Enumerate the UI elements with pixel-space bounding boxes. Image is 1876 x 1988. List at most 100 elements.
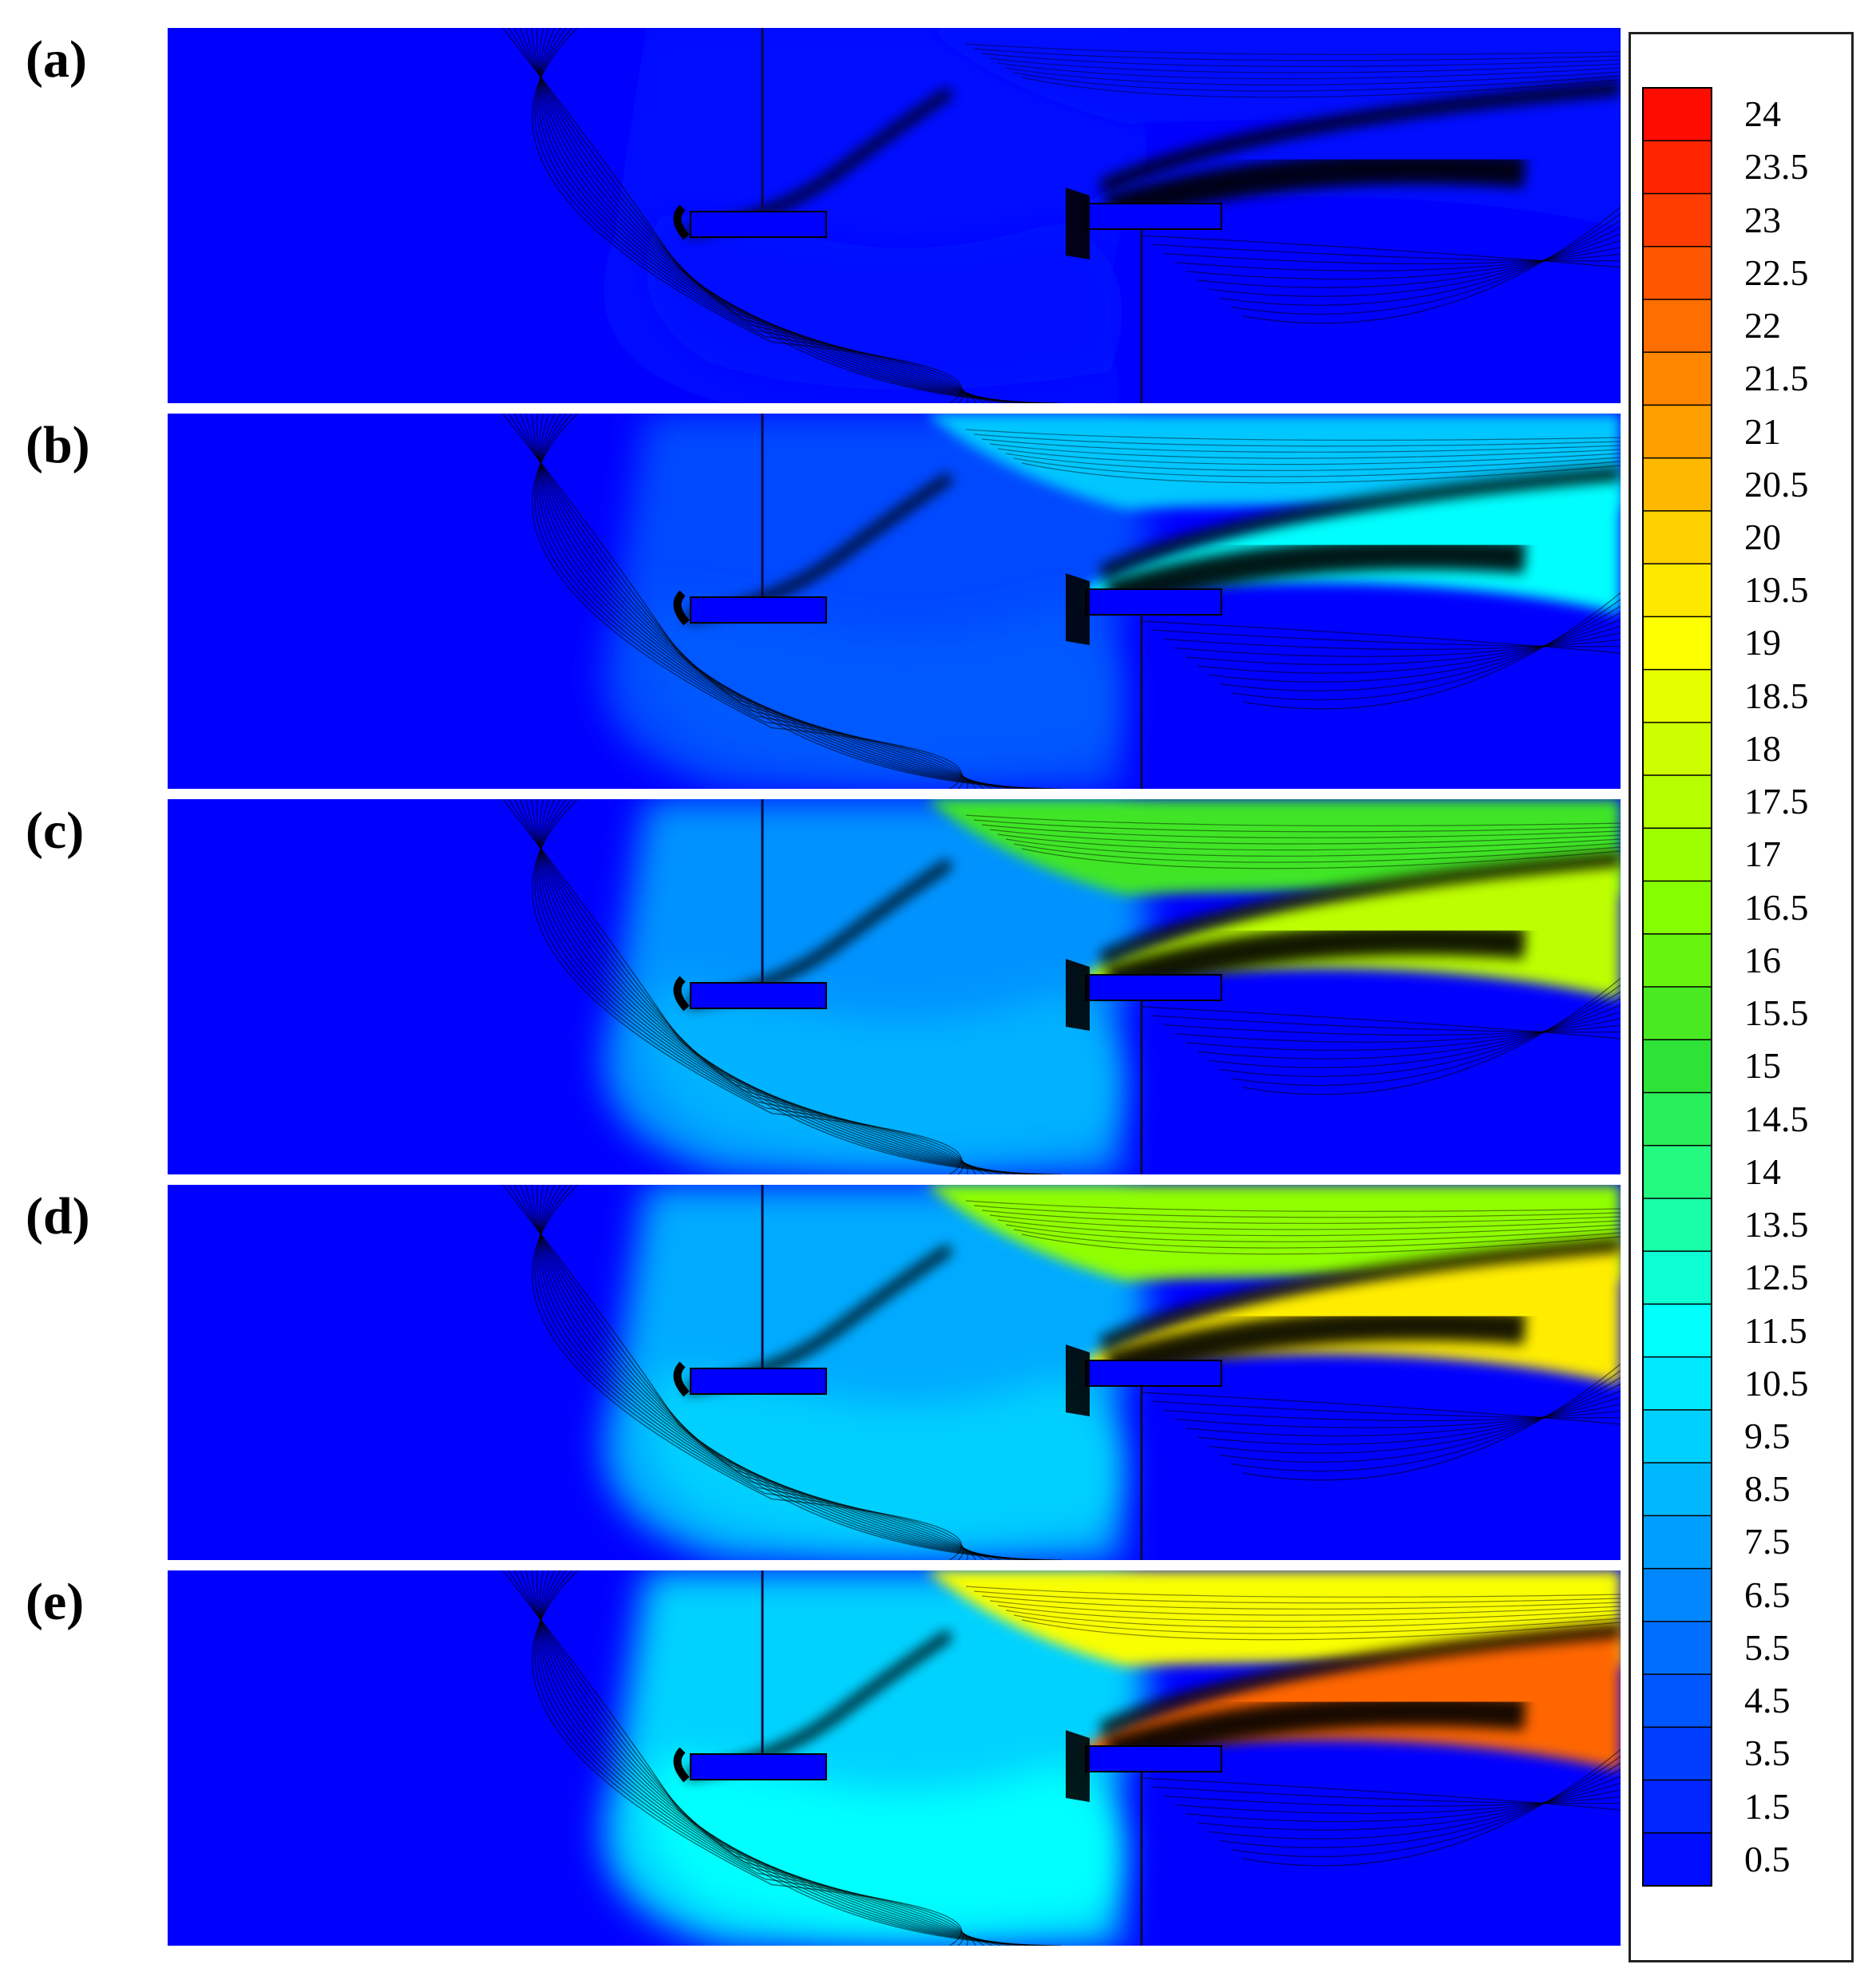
- contour-panel: [168, 28, 1621, 403]
- colorbar-tick-label: 19: [1744, 622, 1781, 663]
- contour-plot: [168, 1185, 1621, 1560]
- contour-line: [1174, 632, 1621, 657]
- blade-left-tip: [673, 1361, 690, 1397]
- contour-line: [1013, 843, 1621, 863]
- contour-line: [531, 414, 1019, 789]
- contour-line: [1197, 1776, 1621, 1831]
- shear-layer-lower: [1104, 537, 1526, 613]
- contour-line: [1163, 252, 1621, 265]
- blade-right-root: [1066, 959, 1090, 1031]
- contour-line: [1230, 213, 1621, 315]
- contour-line: [1230, 599, 1621, 701]
- contour-line: [536, 414, 1011, 789]
- contour-line: [534, 28, 964, 403]
- shear-layer-upper: [1098, 1238, 1621, 1352]
- contour-line: [539, 1570, 985, 1946]
- contour-line: [1197, 1390, 1621, 1445]
- colorbar-tick-label: 11.5: [1744, 1309, 1807, 1351]
- contour-line: [531, 799, 1019, 1174]
- colorbar-tick-label: 18: [1744, 727, 1781, 769]
- contour-line: [1208, 997, 1621, 1068]
- contour-line: [1152, 1015, 1621, 1033]
- contour-line: [997, 448, 1621, 465]
- lower-bulb: [647, 212, 1122, 390]
- shear-layer-upper: [1098, 852, 1621, 966]
- colorbar-tick-label: 15: [1744, 1045, 1781, 1087]
- contour-line: [1152, 1786, 1621, 1804]
- contour-line: [1185, 1782, 1621, 1823]
- contour-line: [536, 1570, 968, 1946]
- lower-bulb: [647, 1754, 1122, 1932]
- contour-line: [1241, 1363, 1621, 1481]
- contour-line: [1005, 453, 1621, 471]
- contour-line: [1152, 1400, 1621, 1419]
- contour-line: [1219, 991, 1621, 1077]
- colorbar-tick-label: 12.5: [1744, 1257, 1809, 1298]
- contour-line: [1021, 1234, 1621, 1255]
- contour-line: [981, 53, 1621, 67]
- contour-line: [540, 28, 993, 403]
- contour-plot: [168, 414, 1621, 789]
- blade-left: [690, 982, 827, 1009]
- colorbar-tick-label: 21: [1744, 410, 1781, 452]
- contour-line: [1208, 226, 1621, 297]
- contour-line: [1152, 629, 1621, 647]
- contour-line: [534, 414, 964, 789]
- contour-line: [1141, 235, 1621, 268]
- contour-line: [973, 1590, 1621, 1604]
- contour-line: [965, 1586, 1621, 1598]
- colorbar-tick-label: 3.5: [1744, 1733, 1791, 1774]
- contour-line: [1219, 1762, 1621, 1848]
- contour-line: [536, 1185, 1011, 1560]
- lower-bulb: [647, 597, 1122, 775]
- colorbar-tick-label: 23: [1744, 199, 1781, 240]
- contour-line: [540, 414, 993, 789]
- contour-line: [973, 819, 1621, 833]
- contour-line: [1241, 977, 1621, 1095]
- colorbar-tick-label: 23.5: [1744, 146, 1809, 188]
- contour-line: [531, 1570, 1019, 1946]
- blade-left-tip: [673, 204, 690, 240]
- shear-layer-lower: [1104, 152, 1526, 228]
- colorbar-tick-label: 22: [1744, 305, 1781, 347]
- contour-line: [989, 1600, 1621, 1616]
- contour-line: [1174, 1018, 1621, 1043]
- colorbar-tick-label: 7.5: [1744, 1521, 1791, 1562]
- colorbar-tick-label: 17.5: [1744, 781, 1809, 822]
- contour-line: [534, 799, 964, 1174]
- contour-line: [532, 799, 963, 1174]
- contour-line: [539, 1185, 1002, 1560]
- contour-line: [1152, 244, 1621, 262]
- contour-line: [973, 48, 1621, 61]
- contour-line: [1208, 1768, 1621, 1839]
- contour-line: [965, 814, 1621, 826]
- contour-line: [539, 28, 985, 403]
- contour-line: [989, 443, 1621, 459]
- contour-line: [1219, 1376, 1621, 1463]
- shear-layer-lower: [1104, 923, 1526, 999]
- contour-line: [540, 799, 993, 1174]
- contour-line: [539, 1570, 1002, 1946]
- contour-line: [1241, 1748, 1621, 1867]
- colorbar-tick-label: 9.5: [1744, 1416, 1791, 1456]
- contour-line: [536, 28, 1011, 403]
- colorbar-tick-label: 13.5: [1744, 1204, 1809, 1245]
- colorbar-tick-label: 22.5: [1744, 251, 1809, 293]
- colorbar-tick-label: 21.5: [1744, 358, 1809, 399]
- contour-line: [1013, 1229, 1621, 1249]
- blade-left-tip: [673, 1747, 690, 1783]
- contour-line: [1185, 625, 1621, 666]
- contour-line: [997, 1605, 1621, 1622]
- contour-line: [1208, 1383, 1621, 1454]
- colorbar-tick-label: 16.5: [1744, 886, 1809, 928]
- contour-line: [1163, 1409, 1621, 1422]
- colorbar-tick-label: 10.5: [1744, 1362, 1809, 1404]
- blade-left-tip: [673, 976, 690, 1012]
- contour-line: [1021, 462, 1621, 484]
- colorbar-box: [1629, 32, 1854, 1962]
- lower-bulb: [647, 1368, 1122, 1546]
- contour-line: [538, 1570, 976, 1946]
- contour-line: [1021, 1619, 1621, 1641]
- colorbar-tick-label: 24: [1744, 93, 1781, 135]
- contour-line: [536, 28, 968, 403]
